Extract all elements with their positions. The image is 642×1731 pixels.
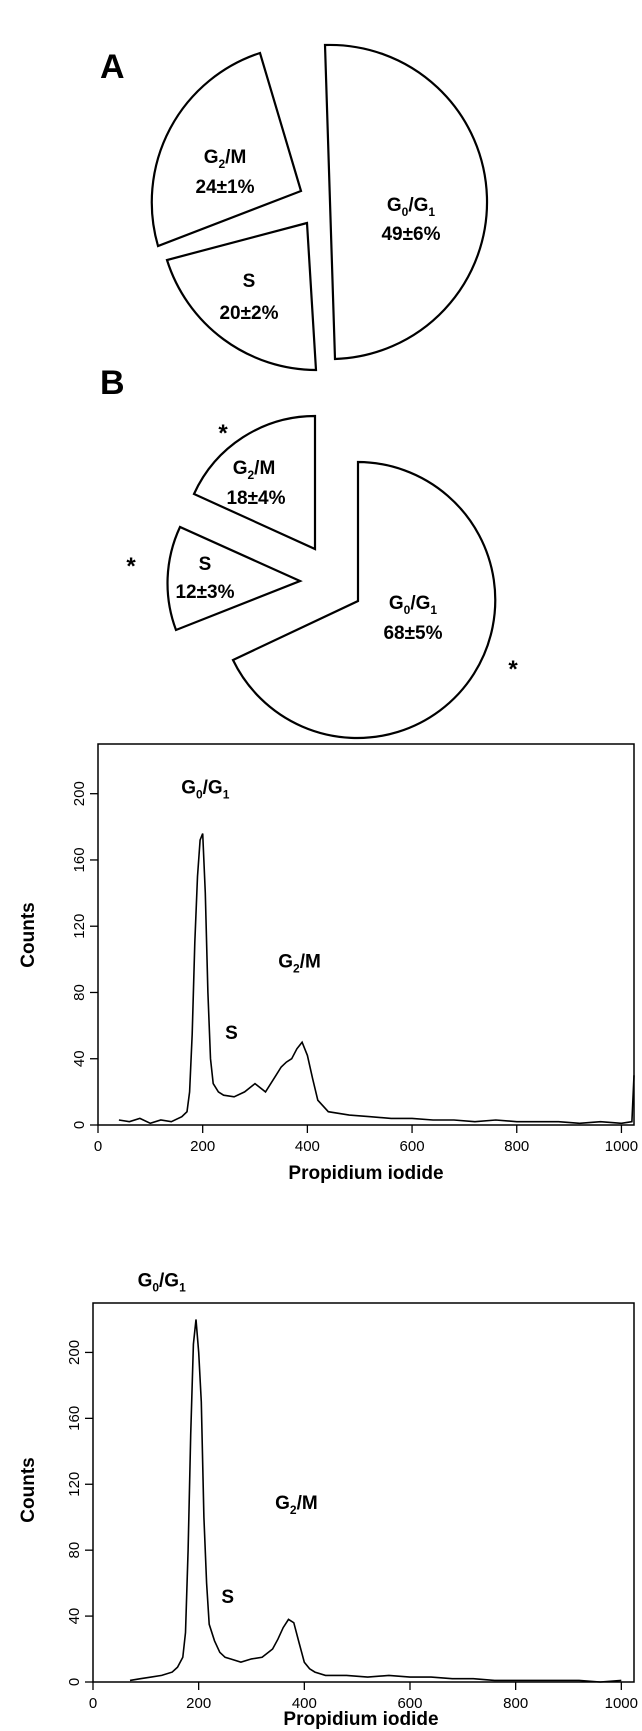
histogram-1-axes: 0 200 400 600 800 1000 0 40 80 120 160 200 <box>71 781 638 1155</box>
y-tick-label: 40 <box>71 1050 88 1067</box>
peak-label: G2/M <box>278 952 321 976</box>
peak-label: G2/M <box>275 1493 318 1517</box>
y-tick-label: 120 <box>71 914 88 939</box>
y-tick-label: 200 <box>66 1340 83 1365</box>
pie-b-label-s: S <box>199 554 212 575</box>
histogram-2-peak-labels: G0/G1 S G2/M <box>138 1271 318 1608</box>
y-tick-label: 80 <box>66 1542 83 1559</box>
panel-letter-a: A <box>100 48 125 86</box>
histogram-1-peak-labels: G0/G1 S G2/M <box>181 778 321 1044</box>
pie-a-value-g2m: 24±1% <box>195 177 254 198</box>
panel-letter-b: B <box>100 364 125 402</box>
y-tick-label: 200 <box>71 781 88 806</box>
significance-star-s: * <box>126 553 136 580</box>
x-tick-label: 800 <box>503 1695 528 1712</box>
histogram-2-frame <box>92 1302 635 1683</box>
peak-label: G0/G1 <box>138 1271 187 1295</box>
x-tick-label: 200 <box>186 1695 211 1712</box>
histogram-1-xlabel: Propidium iodide <box>288 1163 443 1184</box>
peak-label: S <box>225 1023 238 1044</box>
y-tick-label: 160 <box>66 1406 83 1431</box>
pie-chart-a: G2/M 24±1% S 20±2% G0/G1 49±6% <box>150 43 489 372</box>
x-tick-label: 1000 <box>605 1695 638 1712</box>
pie-b-label-g2m: G2/M <box>233 458 276 482</box>
y-tick-label: 120 <box>66 1472 83 1497</box>
significance-star-g0g1: * <box>508 656 518 683</box>
x-tick-label: 200 <box>190 1138 215 1155</box>
x-tick-label: 400 <box>292 1695 317 1712</box>
pie-b-slice-s <box>166 525 303 632</box>
histogram-1-frame <box>97 743 635 1126</box>
pie-a-label-g0g1: G0/G1 <box>387 195 436 219</box>
histogram-2-series-line <box>129 1319 622 1683</box>
histogram-2-ylabel: Counts <box>18 1457 39 1522</box>
pie-b-slice-g2m <box>192 414 317 551</box>
pie-b-value-g2m: 18±4% <box>226 488 285 509</box>
y-tick-label: 0 <box>71 1121 88 1129</box>
pie-a-label-s: S <box>243 271 256 292</box>
histogram-1: 0 200 400 600 800 1000 0 40 80 120 160 200 G0/G1 S G2… <box>18 743 638 1184</box>
histogram-2-axes: 0 200 400 600 800 1000 0 40 80 120 160 200 <box>66 1340 638 1712</box>
histogram-2-xlabel: Propidium iodide <box>283 1709 438 1730</box>
peak-label: S <box>221 1587 234 1608</box>
x-tick-label: 0 <box>94 1138 102 1155</box>
x-tick-label: 1000 <box>605 1138 638 1155</box>
significance-star-g2m: * <box>218 420 228 447</box>
y-tick-label: 40 <box>66 1608 83 1625</box>
pie-a-slice-g2m <box>150 51 303 248</box>
x-tick-label: 600 <box>397 1695 422 1712</box>
pie-a-label-g2m: G2/M <box>204 147 247 171</box>
pie-a-slice-s <box>165 221 318 372</box>
pie-b-label-g0g1: G0/G1 <box>389 593 438 617</box>
pie-a-value-s: 20±2% <box>219 303 278 324</box>
pie-b-slice-g0g1 <box>231 460 497 740</box>
x-tick-label: 800 <box>504 1138 529 1155</box>
y-tick-label: 160 <box>71 847 88 872</box>
pie-chart-b: G2/M 18±4% S 12±3% G0/G1 68±5% * * * <box>126 414 518 740</box>
pie-a-value-g0g1: 49±6% <box>381 224 440 245</box>
histogram-2: 0 200 400 600 800 1000 0 40 80 120 160 200 G0/G1 S G2… <box>18 1271 638 1730</box>
x-tick-label: 400 <box>295 1138 320 1155</box>
pie-b-value-s: 12±3% <box>175 582 234 603</box>
peak-label: G0/G1 <box>181 778 230 802</box>
pie-b-value-g0g1: 68±5% <box>383 623 442 644</box>
histogram-1-series-line <box>118 833 635 1125</box>
x-tick-label: 0 <box>89 1695 97 1712</box>
histogram-1-ylabel: Counts <box>18 902 39 967</box>
x-tick-label: 600 <box>400 1138 425 1155</box>
y-tick-label: 0 <box>66 1678 83 1686</box>
y-tick-label: 80 <box>71 984 88 1001</box>
pie-a-slice-g0g1 <box>323 43 489 361</box>
